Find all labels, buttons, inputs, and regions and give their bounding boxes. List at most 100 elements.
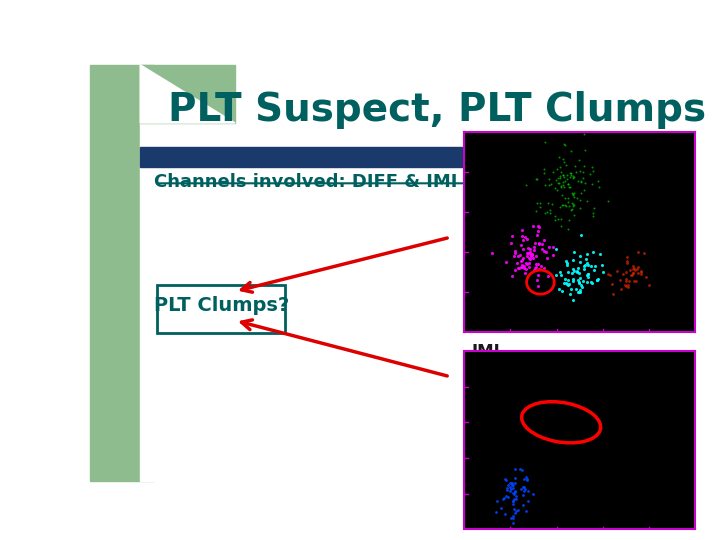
Point bbox=[525, 255, 536, 264]
Point bbox=[572, 275, 584, 284]
Point bbox=[540, 247, 552, 256]
Point bbox=[627, 268, 639, 277]
Point bbox=[582, 261, 593, 270]
Point bbox=[572, 287, 584, 296]
Point bbox=[549, 216, 561, 225]
Point bbox=[621, 268, 632, 276]
Point bbox=[507, 483, 518, 492]
Point bbox=[550, 245, 562, 254]
Point bbox=[510, 492, 521, 501]
Point bbox=[623, 276, 634, 285]
Point bbox=[507, 514, 518, 522]
Point bbox=[593, 183, 604, 191]
Point bbox=[594, 250, 606, 259]
Point bbox=[555, 271, 567, 280]
Point bbox=[544, 180, 555, 189]
Point bbox=[554, 174, 565, 183]
Point bbox=[638, 249, 649, 258]
Point bbox=[531, 174, 543, 183]
Point bbox=[628, 264, 639, 272]
Point bbox=[539, 169, 550, 178]
Point bbox=[557, 178, 569, 187]
Point bbox=[563, 280, 575, 288]
Point bbox=[517, 501, 528, 509]
Point bbox=[526, 252, 537, 261]
Point bbox=[560, 256, 572, 265]
Point bbox=[577, 167, 589, 176]
Point bbox=[508, 497, 519, 505]
Point bbox=[500, 475, 511, 483]
Point bbox=[632, 268, 644, 277]
Point bbox=[516, 241, 527, 249]
Point bbox=[552, 214, 564, 223]
Point bbox=[588, 265, 600, 274]
Point bbox=[541, 208, 552, 217]
Point bbox=[582, 259, 593, 267]
Point bbox=[539, 180, 551, 189]
Point bbox=[598, 268, 609, 276]
Point bbox=[557, 181, 569, 190]
Point bbox=[557, 170, 568, 179]
Point bbox=[530, 207, 541, 215]
Point bbox=[585, 261, 596, 270]
Point bbox=[516, 262, 528, 271]
Point bbox=[621, 253, 632, 262]
Point bbox=[538, 247, 549, 256]
Point bbox=[567, 198, 578, 207]
FancyBboxPatch shape bbox=[157, 285, 285, 333]
Point bbox=[509, 464, 521, 473]
Point bbox=[554, 182, 566, 191]
Point bbox=[554, 267, 566, 276]
Point bbox=[517, 491, 528, 500]
Point bbox=[559, 158, 570, 166]
Point bbox=[573, 288, 585, 296]
Point bbox=[628, 269, 639, 278]
Point bbox=[575, 257, 586, 266]
Point bbox=[611, 267, 622, 276]
Point bbox=[569, 248, 580, 256]
Point bbox=[562, 194, 574, 202]
Point bbox=[500, 258, 512, 266]
Point bbox=[633, 263, 644, 272]
Point bbox=[554, 179, 565, 187]
Point bbox=[510, 474, 521, 482]
Point bbox=[586, 278, 598, 287]
Point bbox=[568, 193, 580, 201]
Point bbox=[513, 505, 524, 514]
Point bbox=[539, 138, 551, 146]
Text: Channels involved: DIFF & IMI channels: Channels involved: DIFF & IMI channels bbox=[154, 173, 554, 191]
Point bbox=[602, 270, 613, 279]
Point bbox=[548, 167, 559, 176]
Point bbox=[575, 204, 586, 212]
Point bbox=[521, 260, 532, 268]
Point bbox=[614, 276, 626, 285]
Point bbox=[575, 188, 587, 197]
Point bbox=[536, 245, 547, 254]
Point bbox=[584, 170, 595, 178]
Point bbox=[532, 281, 544, 290]
Point bbox=[554, 171, 566, 180]
Point bbox=[593, 275, 604, 284]
Point bbox=[576, 282, 588, 291]
Point bbox=[554, 163, 565, 172]
Point bbox=[510, 488, 521, 496]
Point bbox=[518, 264, 530, 272]
Point bbox=[588, 209, 599, 218]
Point bbox=[534, 265, 545, 273]
Point bbox=[582, 269, 593, 278]
Point bbox=[521, 475, 533, 484]
Point bbox=[502, 485, 513, 494]
Point bbox=[575, 252, 586, 260]
Point bbox=[486, 248, 498, 257]
Point bbox=[572, 177, 584, 186]
Point bbox=[508, 252, 520, 261]
Point bbox=[564, 183, 575, 191]
Point bbox=[522, 497, 534, 505]
Point bbox=[617, 269, 629, 278]
Point bbox=[549, 212, 561, 220]
Point bbox=[562, 261, 573, 269]
Point bbox=[508, 481, 519, 489]
Point bbox=[640, 272, 652, 281]
Point bbox=[514, 251, 526, 259]
Point bbox=[575, 195, 586, 204]
